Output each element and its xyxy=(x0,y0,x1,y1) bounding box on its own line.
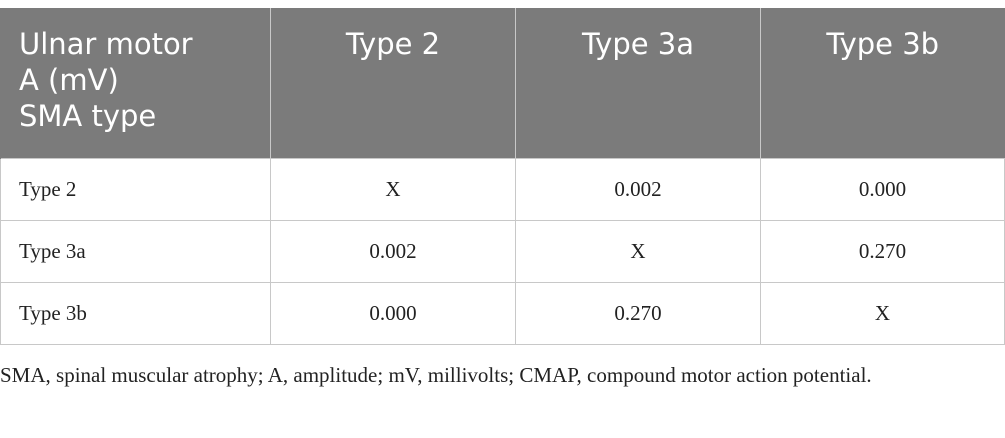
header-cell: Type 3b xyxy=(760,8,1005,159)
table-row: Type 3a 0.002 X 0.270 xyxy=(0,220,1005,283)
table-body: Type 2 X 0.002 0.000 Type 3a 0.002 X 0.270 Type … xyxy=(0,158,1005,345)
header-cell: Ulnar motor A (mV) SMA type xyxy=(0,8,271,159)
table-row: Type 2 X 0.002 0.000 xyxy=(0,158,1005,221)
table-cell: 0.000 xyxy=(760,158,1005,221)
table-cell: 0.270 xyxy=(760,220,1005,283)
table-cell: X xyxy=(270,158,516,221)
table: Ulnar motor A (mV) SMA type Type 2 Type 3a… xyxy=(0,8,1005,345)
table-cell: X xyxy=(760,282,1005,345)
table-row: Type 3b 0.000 0.270 X xyxy=(0,282,1005,345)
table-cell: 0.000 xyxy=(270,282,516,345)
table-cell: 0.002 xyxy=(270,220,516,283)
table-cell: X xyxy=(515,220,761,283)
header-cell: Type 3a xyxy=(515,8,761,159)
row-header: Type 2 xyxy=(0,158,271,221)
row-header: Type 3b xyxy=(0,282,271,345)
header-cell: Type 2 xyxy=(270,8,516,159)
table-cell: 0.270 xyxy=(515,282,761,345)
table-cell: 0.002 xyxy=(515,158,761,221)
row-header: Type 3a xyxy=(0,220,271,283)
footnote: SMA, spinal muscular atrophy; A, amplitu… xyxy=(0,363,872,387)
header-row: Ulnar motor A (mV) SMA type Type 2 Type 3a… xyxy=(0,8,1005,159)
